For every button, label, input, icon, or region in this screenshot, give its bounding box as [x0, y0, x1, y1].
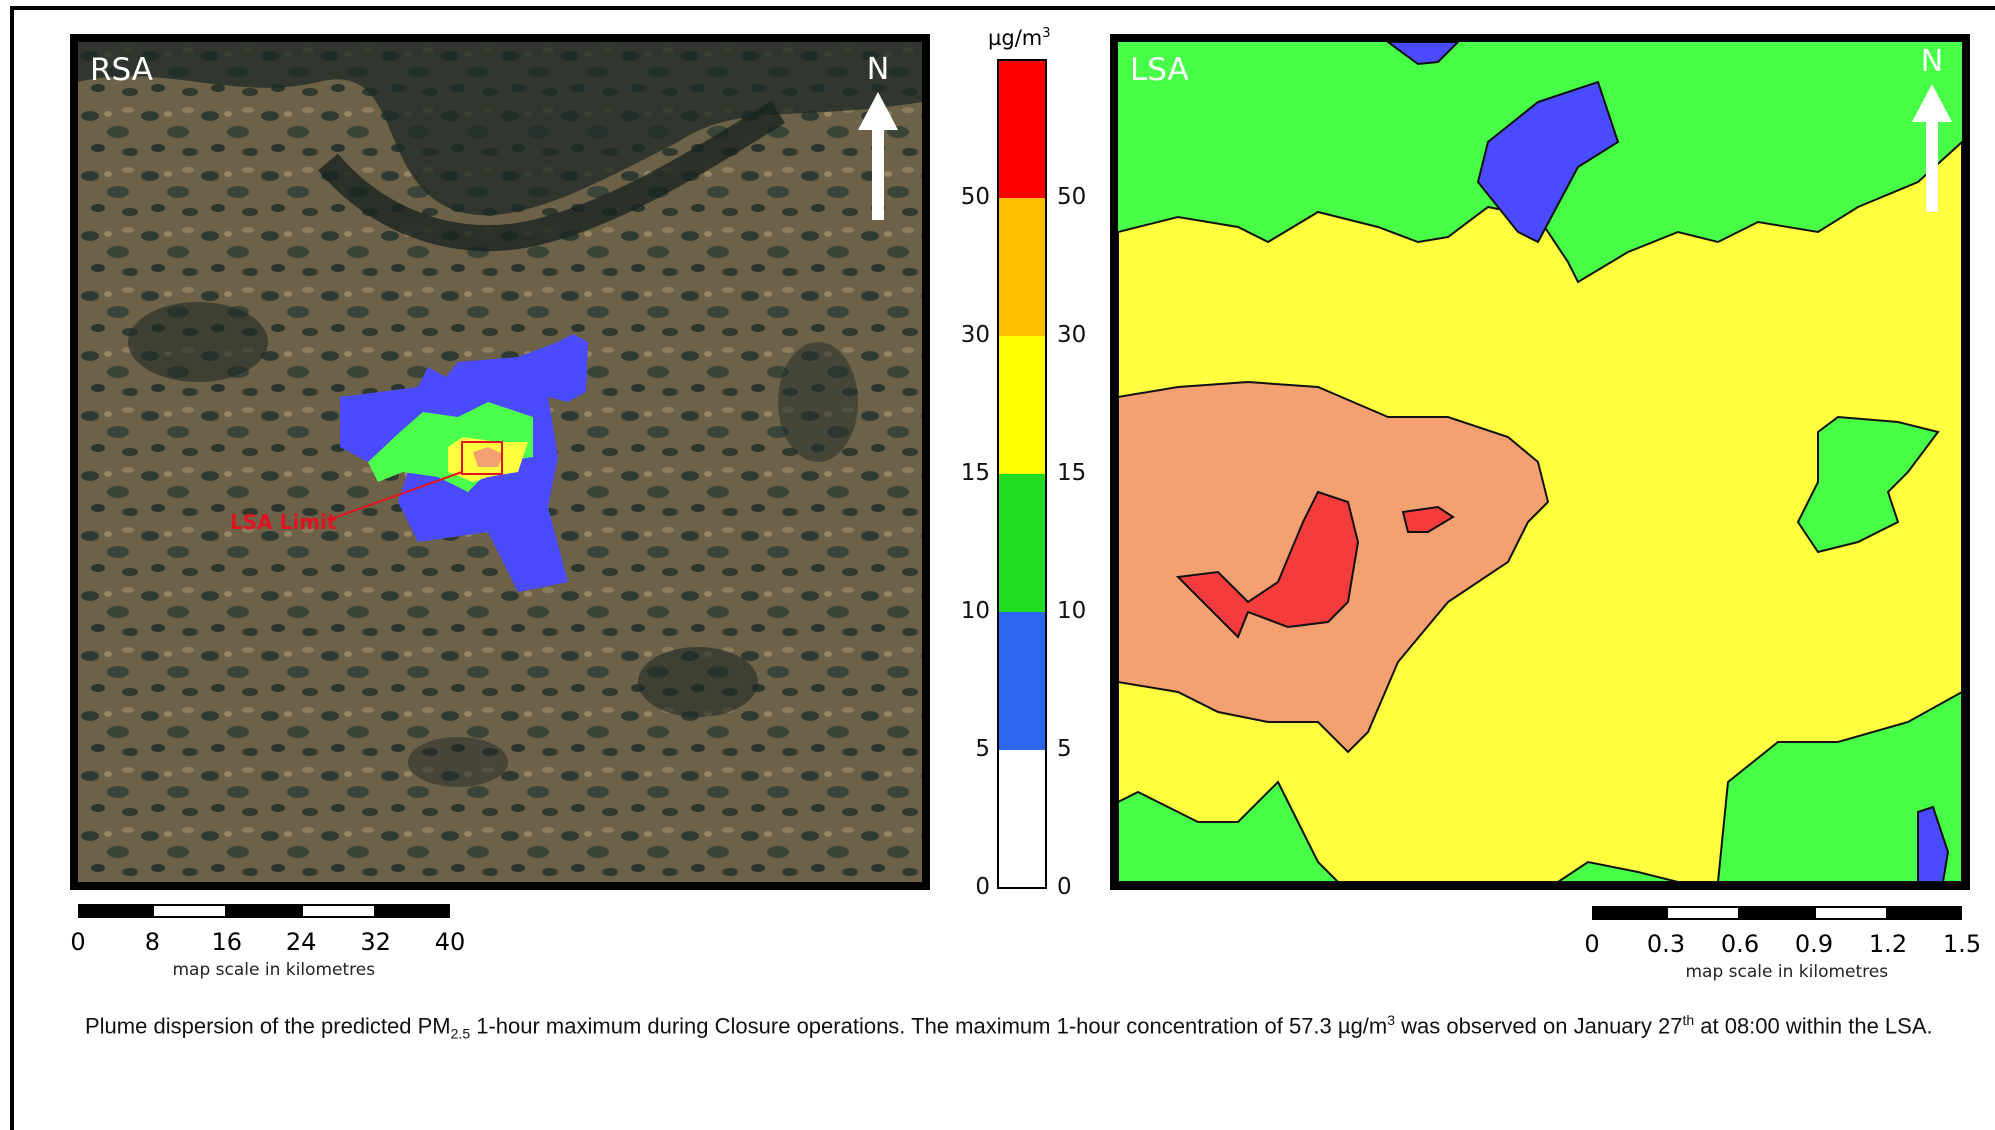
north-letter: N	[1920, 44, 1944, 79]
concentration-legend: µg/m3 50 50 30 30 15 15 10 10 5 5 0 0	[950, 20, 1090, 900]
scale-segment	[1666, 906, 1740, 920]
scale-caption: map scale in kilometres	[172, 960, 376, 980]
legend-tick-right: 15	[1057, 460, 1087, 486]
legend-swatch	[998, 198, 1046, 336]
legend-tick-left: 0	[975, 874, 990, 900]
lsa-limit-leader	[327, 471, 463, 521]
scale-tick-label: 0.3	[1646, 930, 1686, 958]
scale-tick-label: 1.5	[1942, 930, 1982, 958]
north-letter: N	[866, 52, 890, 87]
scale-tick-label: 16	[211, 928, 243, 956]
legend-tick-right: 5	[1057, 736, 1072, 762]
scale-segment	[1888, 906, 1962, 920]
legend-swatch	[998, 750, 1046, 888]
contour-5-north	[1386, 42, 1460, 66]
contour-5-se	[1917, 805, 1950, 882]
scale-tick-label: 1.2	[1868, 930, 1908, 958]
scale-segment	[152, 904, 227, 918]
legend-tick-left: 30	[960, 322, 990, 348]
contour-10-se	[1716, 690, 1962, 882]
figure-frame	[10, 6, 1995, 1130]
scale-segment	[1814, 906, 1888, 920]
legend-swatch	[998, 336, 1046, 474]
legend-tick-left: 5	[975, 736, 990, 762]
scale-segment	[301, 904, 376, 918]
scale-caption: map scale in kilometres	[1685, 962, 1889, 982]
scale-tick-label: 0.9	[1794, 930, 1834, 958]
rsa-north-arrow: N	[848, 52, 908, 222]
legend-tick-left: 15	[960, 460, 990, 486]
rsa-label: RSA	[90, 52, 153, 88]
lsa-map-panel: LSA N	[1110, 34, 1970, 890]
contour-5-pond	[1476, 80, 1620, 244]
legend-tick-right: 10	[1057, 598, 1087, 624]
legend-tick-left: 50	[960, 184, 990, 210]
contour-10-sw	[1118, 780, 1340, 882]
north-arrow-icon	[1912, 84, 1952, 212]
scale-segment	[1592, 906, 1666, 920]
contour-10-east	[1796, 415, 1940, 554]
scale-tick-label: 8	[144, 928, 161, 956]
lsa-limit-label: LSA Limit	[230, 510, 337, 534]
scale-segment	[1740, 906, 1814, 920]
contour-10-south	[1556, 860, 1679, 882]
lsa-limit-box	[461, 441, 503, 475]
satellite-imagery	[78, 42, 922, 882]
scale-tick-label: 40	[434, 928, 466, 956]
scale-segment	[78, 904, 153, 918]
scale-tick-label: 0	[1584, 930, 1600, 958]
rsa-map-panel: RSA N LSA Limit	[70, 34, 930, 890]
contour-50-region	[1175, 490, 1360, 639]
lsa-north-arrow: N	[1902, 44, 1962, 214]
legend-tick-right: 0	[1057, 874, 1072, 900]
scale-segment	[375, 904, 450, 918]
scale-tick-label: 24	[285, 928, 317, 956]
scale-tick-label: 32	[360, 928, 391, 956]
legend-swatch	[998, 474, 1046, 612]
lsa-label: LSA	[1130, 52, 1189, 88]
legend-tick-left: 10	[960, 598, 990, 624]
legend-unit: µg/m3	[988, 26, 1051, 50]
scale-segment	[226, 904, 302, 918]
north-arrow-icon	[858, 92, 898, 220]
legend-swatch	[998, 60, 1046, 198]
legend-tick-right: 50	[1057, 184, 1087, 210]
legend-color-bar	[997, 59, 1047, 889]
scale-tick-label: 0	[70, 928, 86, 956]
figure-caption: Plume dispersion of the predicted PM2.5 …	[85, 1012, 1933, 1042]
plume-contour-30	[473, 447, 503, 467]
contour-50-small	[1401, 505, 1455, 533]
legend-tick-right: 30	[1057, 322, 1087, 348]
scale-tick-label: 0.6	[1720, 930, 1760, 958]
lsa-contour-map	[1118, 42, 1962, 882]
legend-swatch	[998, 612, 1046, 750]
